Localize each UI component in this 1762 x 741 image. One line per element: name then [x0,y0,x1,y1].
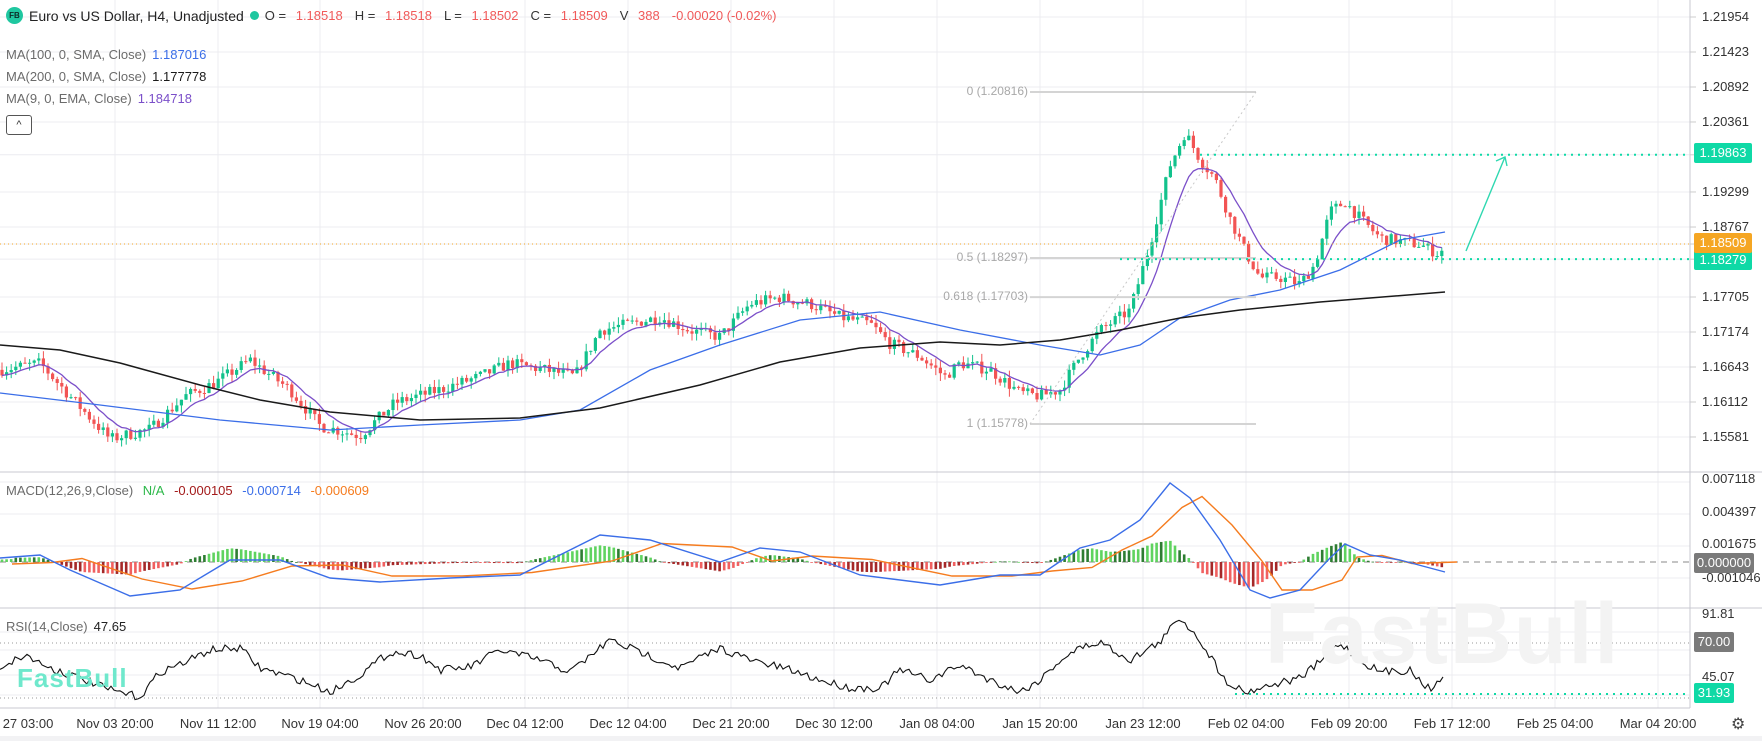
ohlc-high: H = 1.18518 [354,8,432,23]
target-price-badge: 1.19863 [1694,143,1752,163]
time-axis-label: Dec 04 12:00 [486,716,564,731]
chart-header: FB Euro vs US Dollar, H4, Unadjusted O =… [6,7,783,24]
ohlc-low: L = 1.18502 [443,8,519,23]
collapse-legend-button[interactable]: ^ [6,115,32,135]
fib-level-1: 1 (1.15778) [966,416,1028,430]
time-axis-label: 27 03:00 [2,716,54,731]
legend-ma200[interactable]: MA(200, 0, SMA, Close) 1.177778 [6,69,207,84]
price-axis-label: 1.18767 [1702,219,1749,235]
symbol-title[interactable]: Euro vs US Dollar, H4, Unadjusted [29,7,244,24]
time-axis-label: Feb 25 04:00 [1516,716,1594,731]
rsi-pane[interactable] [0,619,1690,701]
fib-level-0: 0 (1.20816) [966,84,1028,98]
time-axis-label: Dec 30 12:00 [795,716,873,731]
rsi-level-badge: 31.93 [1694,683,1734,703]
price-axis-label: 1.20361 [1702,113,1749,129]
time-axis-label: Feb 17 12:00 [1413,716,1491,731]
macd-axis-label: -0.001046 [1702,570,1761,585]
macd-axis-label: 0.007118 [1702,471,1756,486]
rsi-axis-label: 91.81 [1702,606,1735,621]
rsi-axis-label: 45.07 [1702,669,1735,684]
legend-macd[interactable]: MACD(12,26,9,Close) N/A -0.000105 -0.000… [6,483,370,498]
time-axis-label: Dec 12 04:00 [589,716,667,731]
price-axis-label: 1.21423 [1702,43,1749,59]
macd-pane[interactable] [0,482,1690,599]
price-axis-label: 1.16112 [1702,393,1749,409]
settings-gear-icon[interactable]: ⚙ [1731,716,1746,733]
time-axis-label: Jan 15 20:00 [1002,716,1078,731]
price-pane[interactable] [0,90,1690,447]
time-axis-label: Feb 09 20:00 [1310,716,1388,731]
price-axis-label: 1.17174 [1702,324,1749,339]
support-price-badge: 1.18279 [1694,250,1752,270]
time-axis-label: Nov 03 20:00 [76,716,154,731]
macd-zero-badge: 0.000000 [1694,553,1754,573]
price-axis-label: 1.21954 [1702,9,1749,24]
legend-rsi[interactable]: RSI(14,Close) 47.65 [6,619,127,634]
fib-level-0-5: 0.5 (1.18297) [956,250,1028,264]
time-axis-label: Feb 02 04:00 [1207,716,1285,731]
fib-level-0-618: 0.618 (1.17703) [943,289,1028,303]
macd-axis-label: 0.001675 [1702,536,1757,551]
grid-lines [0,0,1762,709]
ohlc-volume: V 388 [619,8,660,23]
legend-ma100[interactable]: MA(100, 0, SMA, Close) 1.187016 [6,47,207,62]
macd-axis-label: 0.004397 [1702,504,1757,519]
ohlc-close: C = 1.18509 [530,8,608,23]
time-axis-label: Jan 08 04:00 [899,716,975,731]
price-axis-label: 1.19299 [1702,183,1749,199]
bottom-bar [0,736,1762,741]
price-axis-label: 1.17705 [1702,289,1749,304]
fastbull-logo-icon: FB [6,7,23,24]
fastbull-watermark: FastBull [1265,586,1621,682]
current-price-badge: 1.18509 [1694,233,1752,253]
legend-ema9[interactable]: MA(9, 0, EMA, Close) 1.184718 [6,91,192,106]
time-axis-label: Nov 11 12:00 [179,716,257,731]
rsi-70-badge: 70.00 [1694,632,1734,652]
time-axis-label: Nov 26 20:00 [384,716,462,731]
time-axis-label: Nov 19 04:00 [281,716,359,731]
time-axis-label: Mar 04 20:00 [1619,716,1697,731]
price-axis-label: 1.16643 [1702,358,1749,374]
fastbull-logo: FastBull [17,663,128,693]
ohlc-open: O = 1.18518 [264,8,343,23]
price-axis-label: 1.15581 [1702,428,1749,444]
price-axis-label: 1.20892 [1702,78,1749,94]
time-axis-label: Dec 21 20:00 [692,716,770,731]
price-change: -0.00020 (-0.02%) [671,8,777,23]
time-axis-label: Jan 23 12:00 [1105,716,1181,731]
market-open-dot-icon [249,11,259,20]
